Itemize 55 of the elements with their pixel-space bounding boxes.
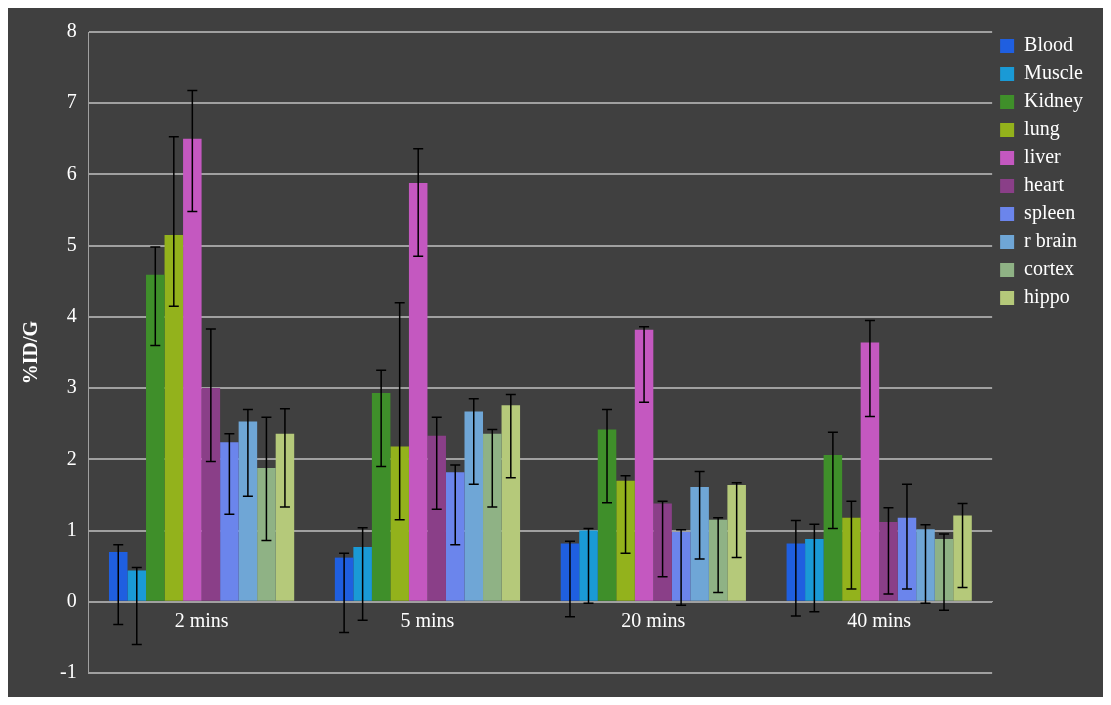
bar [183,138,202,601]
bar [634,329,654,601]
x-tick-label: 20 mins [621,609,686,632]
bar [842,517,861,601]
bar [201,388,221,601]
y-tick-label: -1 [59,660,77,683]
bar [257,467,276,601]
bar [483,433,502,601]
legend-label: Blood [1024,33,1074,56]
bar [597,429,617,601]
bar [220,442,239,601]
y-axis-title: %ID/G [19,320,42,385]
legend-label: heart [1024,173,1065,196]
y-tick-label: 6 [66,161,77,184]
bar [805,539,824,601]
bar [916,529,935,601]
y-tick-label: 5 [66,232,77,255]
legend-label: liver [1024,145,1062,168]
bar [501,405,521,601]
y-tick-label: 2 [66,446,77,469]
x-tick-label: 40 mins [847,609,912,632]
legend-label: Kidney [1024,89,1084,113]
y-tick-label: 3 [66,375,77,398]
bar [860,342,880,601]
y-tick-label: 1 [66,517,77,540]
bar [464,411,484,601]
legend-label: lung [1024,117,1060,141]
bar [427,435,446,601]
y-tick-label: 7 [66,90,77,113]
bar [727,484,746,601]
y-tick-label: 4 [66,304,77,327]
bar [445,472,465,601]
legend-label: r brain [1024,229,1077,252]
bar [953,515,972,601]
legend-label: Muscle [1024,61,1084,84]
legend-label: cortex [1024,257,1075,280]
y-tick-label: 0 [66,589,77,612]
bar [390,446,409,601]
bar [371,393,391,601]
bar [238,421,258,601]
bar [275,433,295,601]
bar [616,480,635,601]
legend-label: spleen [1024,201,1076,225]
bar [653,503,672,601]
bar [353,546,372,601]
bar [164,234,184,601]
x-tick-label: 5 mins [400,609,455,632]
bar [823,455,843,601]
bar [146,274,165,601]
bar [879,522,898,601]
x-tick-label: 2 mins [174,609,229,632]
bar [408,182,428,601]
legend-label: hippo [1024,285,1070,309]
y-tick-label: 8 [66,19,77,42]
bar [690,487,709,601]
